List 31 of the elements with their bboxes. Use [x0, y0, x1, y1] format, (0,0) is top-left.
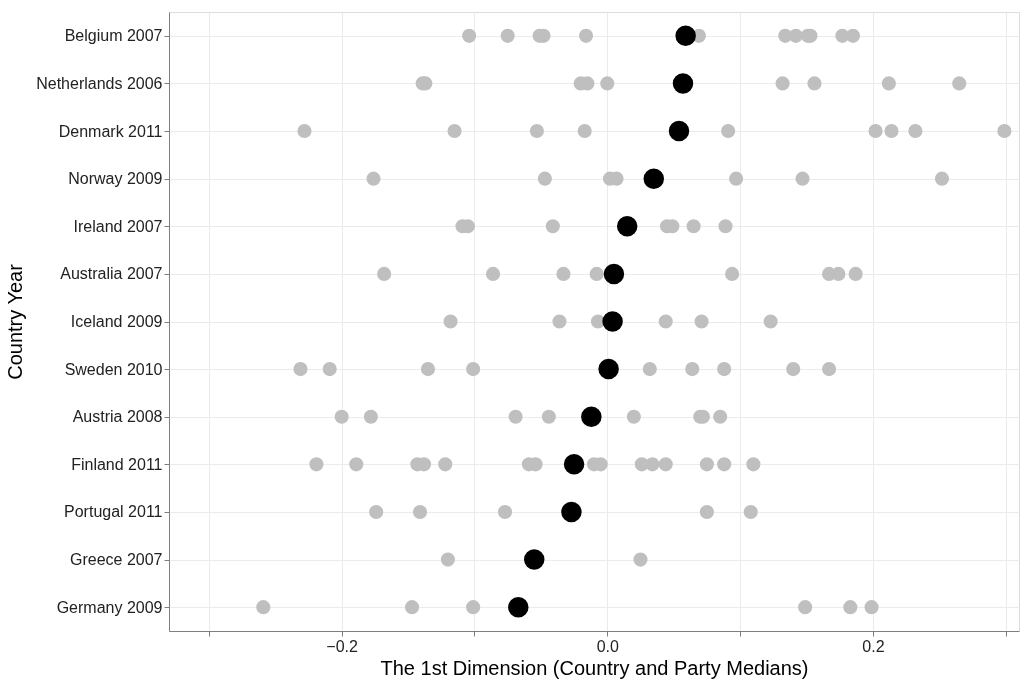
x-tick-label: 0.2: [862, 637, 885, 655]
y-tick-label: Iceland 2009: [70, 313, 163, 330]
point: [672, 73, 694, 94]
point: [603, 263, 625, 285]
point: [581, 406, 602, 427]
point: [616, 216, 638, 237]
y-tick-label: Australia 2007: [60, 265, 163, 283]
y-tick-label: Denmark 2011: [58, 122, 163, 140]
y-tick-label: Netherlands 2006: [36, 74, 163, 92]
point: [675, 25, 696, 47]
y-tick-label: Ireland 2007: [73, 217, 163, 235]
y-tick-label: Portugal 2011: [64, 503, 163, 521]
point: [602, 311, 623, 332]
x-tick-label: 0.0: [596, 637, 619, 655]
point: [563, 454, 585, 475]
point: [523, 549, 545, 570]
y-tick-label: Finland 2011: [71, 455, 163, 473]
point: [643, 168, 665, 189]
y-tick-label: Norway 2009: [68, 170, 163, 188]
y-tick-label: Austria 2008: [72, 408, 163, 426]
x-axis-title: The 1st Dimension (Country and Party Medians): [380, 656, 809, 679]
point: [508, 596, 529, 618]
y-tick-label: Belgium 2007: [64, 27, 163, 45]
y-axis-title: Country Year: [4, 263, 27, 380]
x-tick-label: −0.2: [326, 637, 359, 655]
y-tick-label: Sweden 2010: [64, 360, 163, 378]
y-tick-label: Greece 2007: [69, 551, 163, 569]
point: [561, 501, 582, 523]
y-tick-label: Germany 2009: [56, 598, 163, 616]
point: [668, 120, 690, 142]
point: [598, 358, 619, 380]
